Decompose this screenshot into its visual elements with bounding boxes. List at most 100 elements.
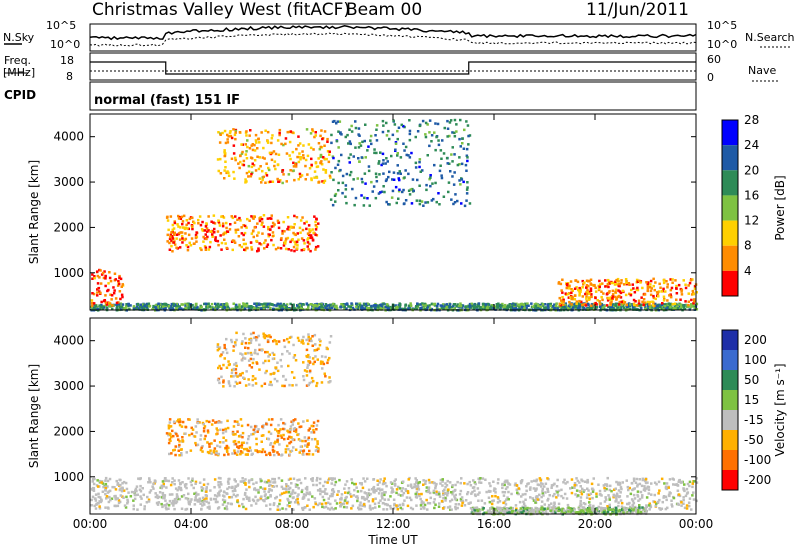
heatmap-cell — [170, 302, 174, 306]
heatmap-cell — [245, 488, 248, 491]
heatmap-cell — [565, 497, 569, 500]
heatmap-cell — [287, 225, 290, 229]
heatmap-cell — [578, 294, 581, 297]
heatmap-cell — [301, 228, 305, 232]
heatmap-cell — [240, 441, 244, 445]
heatmap-cell — [433, 481, 436, 485]
heatmap-cell — [172, 434, 175, 438]
heatmap-cell — [669, 492, 672, 495]
heatmap-cell — [424, 479, 428, 483]
heatmap-cell — [410, 151, 413, 155]
heatmap-cell — [234, 215, 237, 218]
heatmap-cell — [303, 242, 306, 245]
heatmap-cell — [347, 305, 350, 308]
heatmap-cell — [384, 503, 388, 506]
heatmap-cell — [444, 492, 447, 495]
heatmap-cell — [310, 438, 314, 441]
heatmap-cell — [228, 131, 232, 135]
heatmap-cell — [180, 215, 184, 219]
heatmap-cell — [377, 192, 381, 195]
heatmap-cell — [320, 163, 324, 166]
heatmap-cell — [618, 481, 622, 485]
heatmap-cell — [690, 508, 693, 511]
heatmap-cell — [419, 504, 423, 507]
heatmap-cell — [274, 167, 277, 171]
heatmap-cell — [252, 428, 255, 432]
heatmap-cell — [632, 479, 636, 483]
heatmap-cell — [160, 502, 163, 506]
heatmap-cell — [284, 137, 288, 140]
heatmap-cell — [262, 332, 265, 335]
heatmap-cell — [446, 127, 450, 130]
heatmap-cell — [218, 364, 221, 368]
heatmap-cell — [231, 248, 234, 252]
heatmap-cell — [316, 489, 320, 492]
heatmap-cell — [539, 305, 542, 308]
heatmap-cell — [169, 304, 173, 308]
heatmap-cell — [639, 281, 642, 284]
heatmap-cell — [566, 306, 570, 310]
heatmap-cell — [227, 453, 230, 456]
heatmap-cell — [253, 159, 257, 162]
heatmap-cell — [425, 486, 429, 489]
heatmap-cell — [641, 494, 644, 497]
heatmap-cell — [264, 350, 267, 354]
heatmap-cell — [234, 489, 237, 492]
heatmap-cell — [532, 487, 536, 490]
heatmap-cell — [381, 119, 385, 123]
heatmap-cell — [409, 485, 413, 488]
heatmap-cell — [514, 504, 518, 507]
heatmap-cell — [588, 497, 592, 501]
station-title: Christmas Valley West (fitACF) — [92, 0, 351, 20]
heatmap-cell — [420, 492, 423, 496]
heatmap-cell — [453, 201, 457, 204]
heatmap-cell — [687, 300, 690, 303]
heatmap-cell — [285, 180, 288, 183]
heatmap-cell — [562, 481, 565, 484]
heatmap-cell — [204, 225, 208, 228]
heatmap-cell — [566, 292, 570, 296]
heatmap-cell — [189, 500, 192, 503]
heatmap-cell — [294, 428, 298, 432]
heatmap-cell — [421, 307, 424, 311]
heatmap-cell — [347, 487, 351, 490]
heatmap-cell — [630, 482, 634, 485]
heatmap-cell — [576, 280, 580, 284]
heatmap-cell — [119, 305, 122, 308]
heatmap-cell — [224, 242, 227, 245]
heatmap-cell — [633, 291, 637, 294]
heatmap-cell — [234, 485, 237, 488]
heatmap-cell — [323, 130, 327, 133]
heatmap-cell — [104, 274, 107, 278]
heatmap-cell — [308, 167, 312, 170]
heatmap-cell — [103, 270, 106, 273]
heatmap-cell — [322, 181, 326, 184]
heatmap-cell — [205, 490, 208, 493]
heatmap-cell — [692, 498, 696, 501]
heatmap-cell — [257, 247, 260, 250]
heatmap-cell — [383, 477, 386, 480]
heatmap-cell — [463, 482, 466, 485]
heatmap-cell — [129, 304, 132, 307]
heatmap-cell — [596, 299, 599, 302]
heatmap-cell — [253, 430, 257, 434]
heatmap-cell — [136, 508, 139, 511]
heatmap-cell — [96, 274, 100, 278]
heatmap-cell — [364, 302, 368, 306]
heatmap-cell — [250, 305, 253, 308]
heatmap-cell — [553, 306, 557, 309]
heatmap-cell — [397, 189, 401, 193]
heatmap-cell — [466, 307, 470, 311]
heatmap-cell — [188, 418, 191, 421]
heatmap-cell — [537, 304, 540, 307]
heatmap-cell — [312, 431, 316, 434]
heatmap-cell — [588, 292, 591, 295]
heatmap-cell — [435, 200, 438, 204]
heatmap-cell — [392, 178, 396, 181]
heatmap-cell — [670, 503, 673, 506]
heatmap-cell — [632, 302, 636, 306]
heatmap-cell — [501, 490, 505, 494]
heatmap-cell — [184, 508, 187, 511]
heatmap-cell — [466, 491, 470, 494]
heatmap-cell — [281, 229, 284, 233]
